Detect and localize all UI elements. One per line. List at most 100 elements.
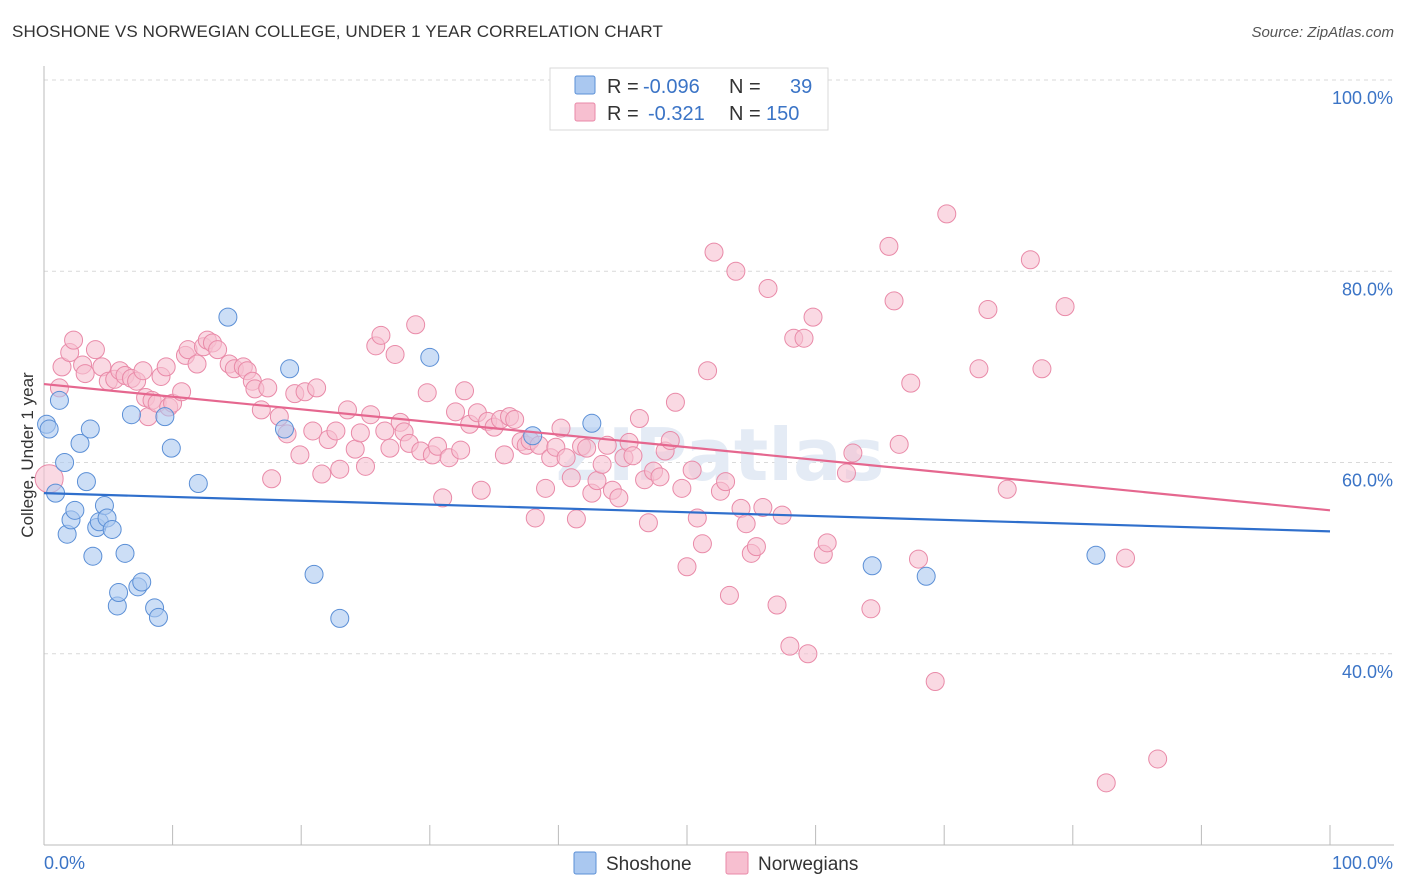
- norwegian-point: [677, 557, 697, 577]
- norwegian-point: [1032, 359, 1052, 379]
- y-axis-label: College, Under 1 year: [18, 372, 37, 538]
- x-tick-label-1: 100.0%: [1332, 853, 1393, 873]
- bottom-legend: Shoshone Norwegians: [573, 851, 858, 875]
- norwegian-point: [1116, 548, 1136, 568]
- norwegian-point: [505, 409, 525, 429]
- norwegian-point: [901, 373, 921, 393]
- norwegian-point: [698, 361, 718, 381]
- legend-swatch-shoshone: [574, 75, 596, 95]
- norwegian-point: [326, 421, 346, 441]
- shoshone-point: [83, 546, 103, 566]
- legend-n-value-2: 150: [766, 103, 799, 125]
- shoshone-point: [188, 474, 208, 494]
- shoshone-point: [1086, 545, 1106, 565]
- norwegian-point: [551, 418, 571, 438]
- shoshone-point: [109, 583, 129, 603]
- trend-lines: [43, 382, 1331, 533]
- norwegian-point: [925, 671, 945, 691]
- shoshone-point: [39, 419, 59, 439]
- norwegian-point: [672, 478, 692, 498]
- y-tick-label-0: 100.0%: [1332, 88, 1393, 108]
- norwegian-point: [978, 300, 998, 319]
- norwegian-point: [1055, 297, 1075, 317]
- norwegian-point: [451, 440, 471, 460]
- legend-r-label-1: R =: [607, 76, 639, 98]
- norwegian-point: [577, 438, 597, 458]
- norwegian-point: [375, 421, 395, 441]
- norwegian-trend-line: [43, 382, 1331, 512]
- norwegian-point: [561, 468, 581, 488]
- norwegian-point: [303, 421, 323, 441]
- chart-title: SHOSHONE VS NORWEGIAN COLLEGE, UNDER 1 Y…: [12, 22, 663, 41]
- norwegian-point: [380, 438, 400, 458]
- shoshone-point: [916, 566, 936, 586]
- shoshone-point: [582, 413, 602, 433]
- norwegian-point: [794, 328, 814, 348]
- y-tick-label-3: 40.0%: [1342, 662, 1393, 682]
- legend-n-label-1: N =: [729, 76, 761, 98]
- norwegian-point: [307, 378, 327, 398]
- norwegian-point: [156, 357, 176, 377]
- norwegian-point: [937, 204, 957, 224]
- norwegian-point: [566, 509, 586, 529]
- norwegian-point: [758, 278, 778, 298]
- norwegian-point: [843, 443, 863, 463]
- norwegian-point: [337, 400, 357, 420]
- norwegian-point: [471, 480, 491, 500]
- shoshone-point: [65, 500, 85, 520]
- norwegian-point: [64, 330, 84, 350]
- norwegian-point: [371, 325, 391, 345]
- legend-n-value-1: 39: [790, 76, 812, 98]
- norwegian-point: [345, 439, 365, 459]
- norwegian-point: [650, 467, 670, 487]
- shoshone-point: [420, 347, 440, 367]
- shoshone-point: [132, 572, 152, 592]
- shoshone-point: [148, 607, 168, 627]
- legend-swatch-norwegians: [574, 102, 596, 122]
- source-credit: Source: ZipAtlas.com: [1251, 24, 1394, 41]
- bottom-legend-swatch-norwegians: [725, 851, 749, 875]
- legend-n-label-2: N =: [729, 103, 761, 125]
- norwegian-point: [494, 445, 514, 465]
- y-axis-label-group: College, Under 1 year: [18, 372, 37, 538]
- bottom-legend-swatch-shoshone: [573, 851, 597, 875]
- axes: [43, 66, 1394, 846]
- shoshone-series: [37, 307, 1106, 628]
- bottom-legend-label-norwegians: Norwegians: [758, 854, 858, 875]
- shoshone-point: [70, 433, 90, 453]
- norwegian-point: [251, 400, 271, 420]
- norwegian-point: [638, 513, 658, 533]
- norwegian-point: [536, 478, 556, 498]
- shoshone-point: [49, 390, 69, 410]
- norwegian-point: [133, 361, 153, 381]
- legend-r-value-1: -0.096: [643, 76, 700, 98]
- norwegian-point: [879, 236, 899, 256]
- shoshone-point: [55, 453, 75, 472]
- norwegian-point: [692, 534, 712, 554]
- shoshone-point: [115, 543, 135, 563]
- norwegian-point: [746, 537, 766, 557]
- shoshone-point: [523, 426, 543, 446]
- norwegian-point: [817, 533, 837, 553]
- norwegian-point: [969, 359, 989, 379]
- norwegian-point: [682, 460, 702, 480]
- shoshone-point: [280, 359, 300, 379]
- y-tick-label-2: 60.0%: [1342, 471, 1393, 491]
- norwegian-point: [208, 340, 228, 360]
- norwegian-point: [385, 344, 405, 364]
- norwegian-point: [1096, 773, 1116, 793]
- norwegian-point: [889, 434, 909, 454]
- norwegian-point: [861, 599, 881, 619]
- bottom-legend-label-shoshone: Shoshone: [606, 854, 692, 875]
- norwegian-point: [1020, 250, 1040, 270]
- norwegian-point: [356, 456, 375, 476]
- norwegian-point: [753, 497, 773, 517]
- norwegian-point: [719, 585, 739, 605]
- norwegian-point: [908, 549, 928, 569]
- top-legend: R = -0.096 N = 39 R = -0.321 N = 150: [549, 67, 829, 131]
- norwegian-point: [417, 383, 437, 403]
- norwegian-point: [455, 381, 475, 401]
- legend-r-value-2: -0.321: [648, 103, 705, 125]
- norwegian-point: [1148, 749, 1168, 769]
